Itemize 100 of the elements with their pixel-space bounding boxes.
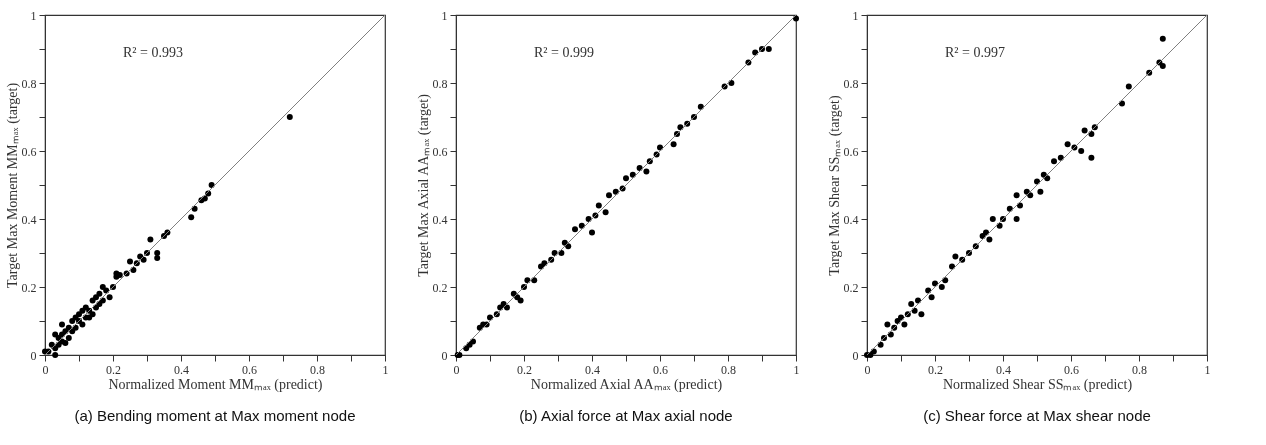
- x-tick-label: 0.8: [1132, 362, 1147, 377]
- point: [643, 168, 650, 175]
- point: [1037, 188, 1044, 195]
- point: [901, 321, 908, 328]
- point: [572, 226, 578, 233]
- point: [524, 277, 531, 284]
- x-tick-label: 0.4: [174, 362, 189, 377]
- point: [65, 335, 72, 341]
- point: [93, 294, 99, 301]
- x-tick-label: 1: [793, 362, 800, 377]
- x-tick-label: 0.2: [106, 362, 121, 377]
- point: [1088, 154, 1095, 161]
- point: [677, 124, 684, 131]
- point: [606, 192, 612, 199]
- point: [59, 321, 65, 328]
- point: [928, 294, 935, 301]
- x-tick-label: 1: [382, 362, 389, 377]
- point: [147, 236, 154, 243]
- y-tick-label: 0.8: [21, 76, 37, 91]
- x-axis-title: Normalized Shear SSₘₐₓ (predict): [942, 376, 1133, 393]
- y-axis-title: Target Max Shear SSₘₐₓ (target): [826, 95, 843, 276]
- point: [191, 205, 198, 212]
- point: [952, 253, 959, 260]
- point: [1064, 141, 1071, 148]
- point: [870, 348, 877, 355]
- point: [99, 297, 106, 304]
- point: [154, 255, 161, 262]
- x-tick-label: 0.2: [517, 362, 532, 377]
- x-tick-label: 1: [1204, 362, 1211, 377]
- point: [602, 209, 609, 216]
- y-axis-title: Target Max Axial AAₘₐₓ (target): [415, 93, 432, 277]
- x-tick-label: 0: [864, 362, 871, 377]
- point: [1013, 216, 1020, 222]
- x-axis-title: Normalized Axial AAₘₐₓ (predict): [530, 376, 723, 393]
- point: [1159, 35, 1166, 42]
- point: [1159, 63, 1166, 69]
- text: (c) Shear force at Max shear node: [923, 407, 1151, 424]
- y-tick-label: 1: [441, 8, 448, 23]
- x-tick-label: 0: [453, 362, 460, 377]
- y-tick-label: 0.6: [843, 144, 859, 159]
- point: [938, 284, 945, 290]
- x-tick-label: 0.2: [928, 362, 943, 377]
- point: [925, 287, 932, 294]
- y-tick-label: 1: [852, 8, 859, 23]
- annotation: R² = 0.997: [945, 45, 1005, 60]
- y-tick-label: 0.6: [21, 144, 37, 159]
- text: (a) Bending moment at Max moment node: [74, 407, 356, 424]
- point: [1125, 83, 1132, 90]
- point: [79, 321, 86, 328]
- point: [76, 311, 82, 318]
- x-tick-label: 0.4: [996, 362, 1011, 377]
- x-tick-label: 0.6: [653, 362, 668, 377]
- point: [52, 331, 59, 338]
- point: [286, 114, 293, 120]
- y-tick-label: 0: [441, 348, 448, 363]
- x-axis-title: Normalized Moment MMₘₐₓ (predict): [108, 376, 323, 393]
- point: [589, 229, 595, 236]
- x-tick-label: 0.8: [721, 362, 736, 377]
- y-tick-label: 0.4: [843, 212, 859, 227]
- point: [911, 307, 918, 314]
- annotation: R² = 0.999: [534, 45, 594, 60]
- point: [623, 175, 629, 182]
- y-tick-label: 0.2: [432, 280, 448, 295]
- y-axis-title: Target Max Moment MMₘₐₓ (target): [4, 82, 21, 289]
- point: [72, 314, 79, 321]
- point: [996, 222, 1003, 229]
- point: [99, 284, 106, 290]
- point: [541, 260, 548, 267]
- y-tick-label: 0.2: [843, 280, 859, 295]
- point: [89, 297, 96, 304]
- point: [765, 46, 772, 52]
- text: (b) Axial force at Max axial node: [519, 407, 733, 424]
- x-tick-label: 0.6: [242, 362, 257, 377]
- point: [986, 236, 993, 243]
- point: [154, 250, 161, 256]
- point: [752, 49, 759, 56]
- point: [877, 341, 884, 348]
- x-tick-label: 0.4: [585, 362, 600, 377]
- y-tick-label: 0: [852, 348, 859, 363]
- point: [1081, 127, 1088, 134]
- y-tick-label: 0.8: [432, 76, 448, 91]
- point: [106, 294, 113, 301]
- point: [52, 352, 59, 358]
- y-tick-label: 0: [30, 348, 37, 363]
- y-tick-label: 0.6: [432, 144, 448, 159]
- point: [1013, 192, 1020, 199]
- y-tick-label: 0.4: [21, 212, 37, 227]
- y-tick-label: 0.8: [843, 76, 859, 91]
- point: [908, 301, 915, 307]
- point: [188, 214, 195, 221]
- point: [918, 311, 925, 318]
- point: [887, 331, 894, 338]
- x-tick-label: 0: [42, 362, 49, 377]
- annotation: R² = 0.993: [123, 45, 183, 60]
- y-tick-label: 1: [30, 8, 37, 23]
- y-tick-label: 0.2: [21, 280, 37, 295]
- point: [69, 318, 76, 324]
- point: [884, 321, 891, 328]
- x-tick-label: 0.6: [1064, 362, 1079, 377]
- point: [670, 141, 677, 148]
